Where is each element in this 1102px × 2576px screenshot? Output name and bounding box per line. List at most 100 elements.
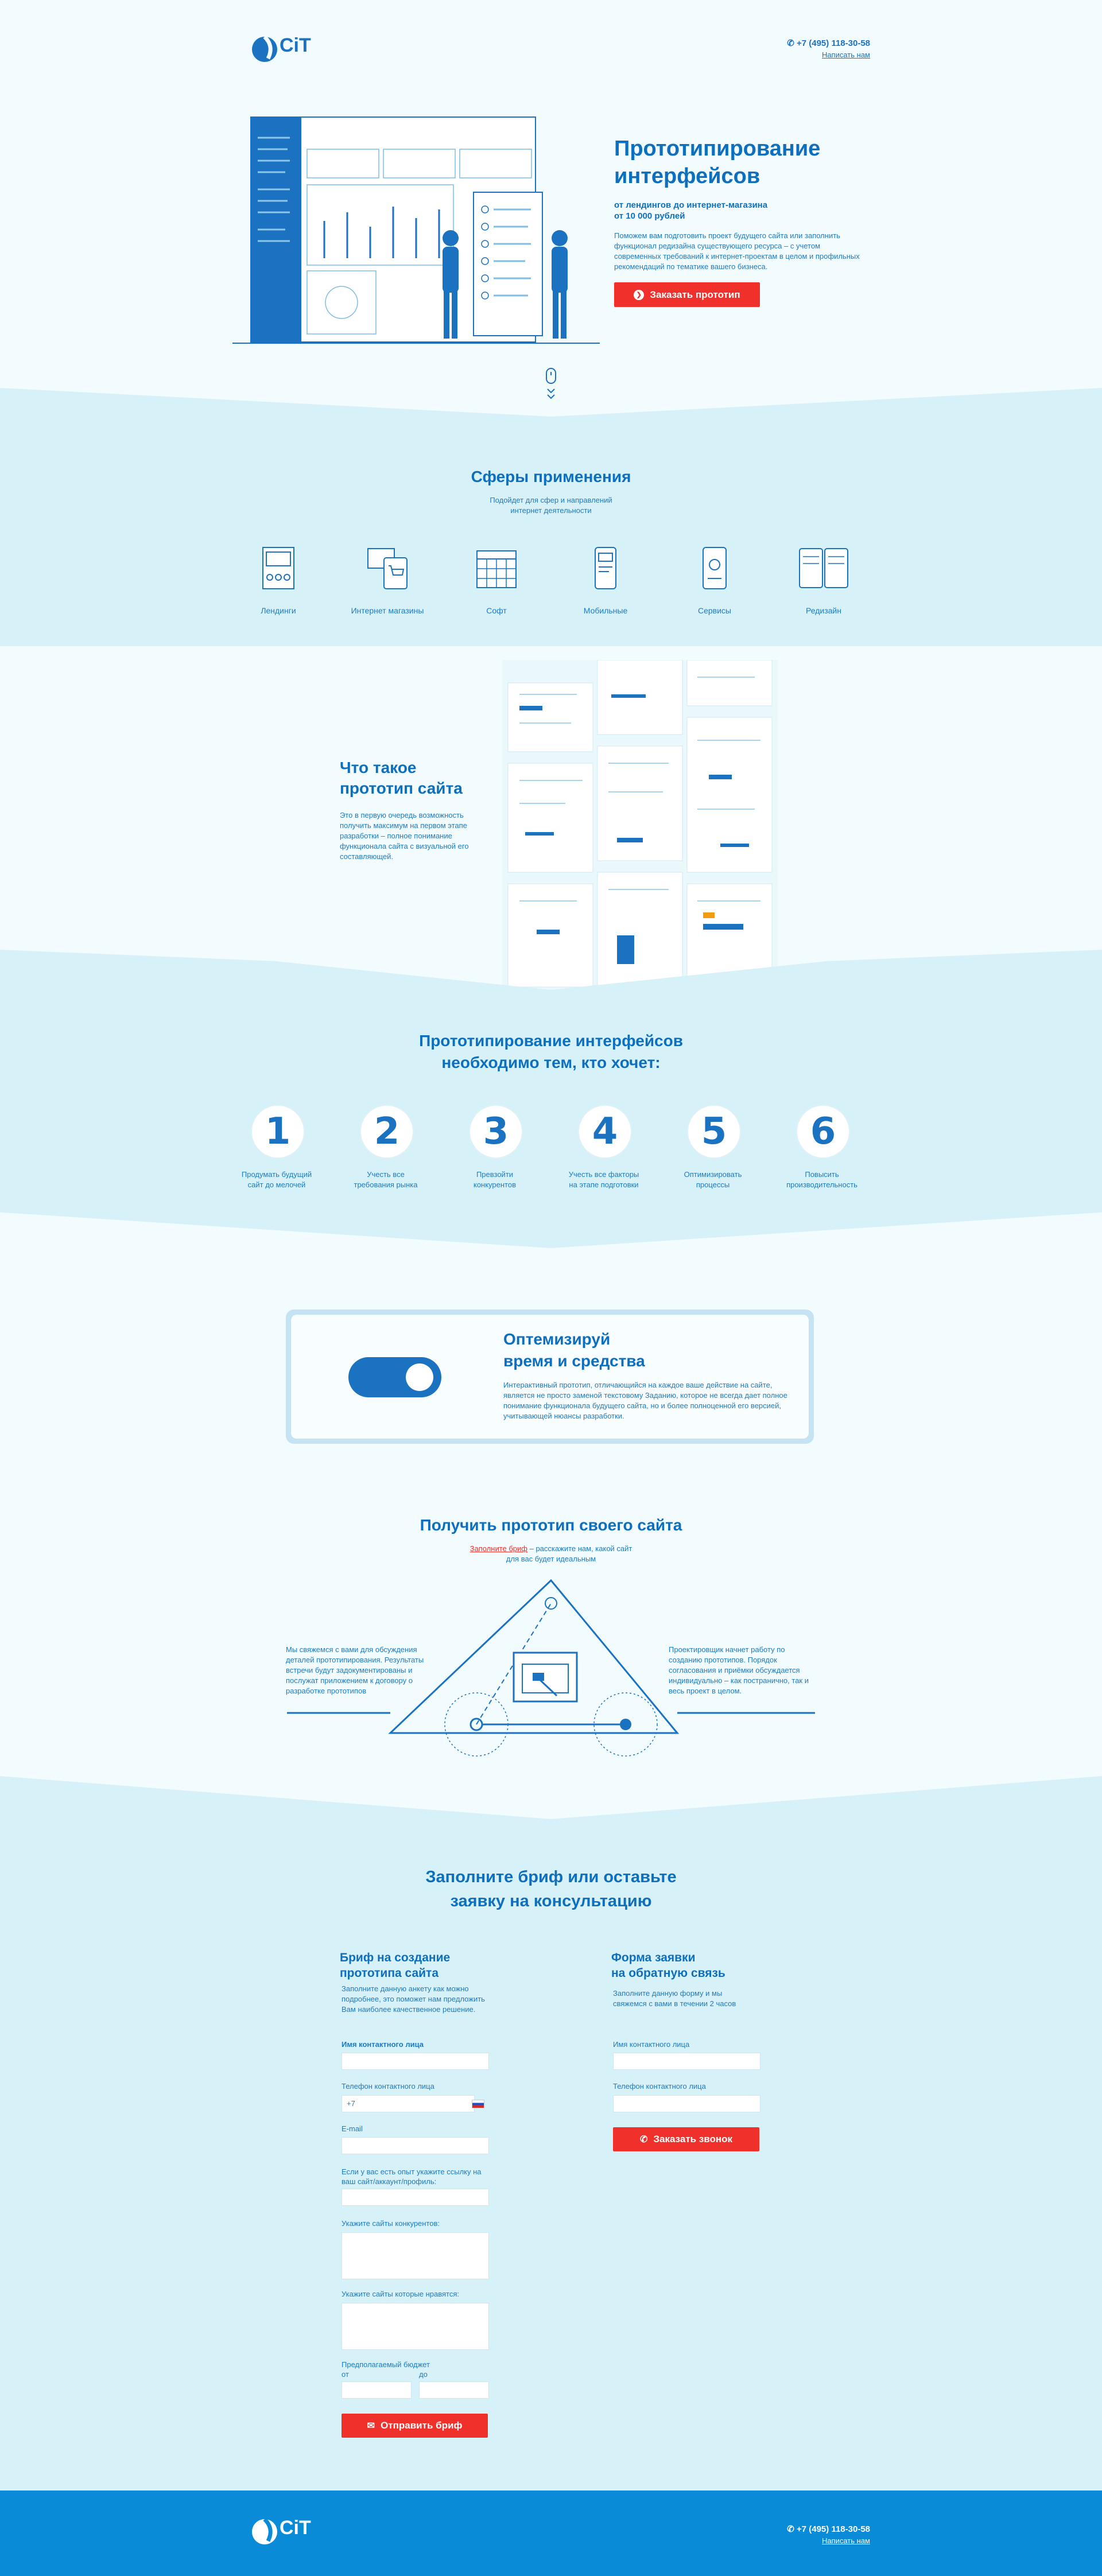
sphere-label: Мобильные — [583, 606, 628, 615]
optimize-title: Оптемизируй время и средства — [503, 1330, 645, 1370]
footer-write-us-link[interactable]: Написать нам — [821, 2536, 870, 2545]
liked-sites-textarea[interactable] — [342, 2303, 489, 2350]
needs-title: Прототипирование интерфейсов необходимо … — [419, 1032, 683, 1071]
toggle-switch[interactable] — [348, 1357, 441, 1397]
need-text: Продумать будущий сайт до мелочей — [241, 1170, 312, 1189]
shop-icon — [367, 548, 408, 589]
name-label: Имя контактного лица — [342, 2040, 424, 2049]
callback-name-input[interactable] — [613, 2053, 760, 2070]
header-phone[interactable]: ✆ +7 (495) 118-30-58 — [787, 38, 870, 48]
what-is-text: Это в первую очередь возможность получит… — [340, 811, 469, 861]
need-text: Повысить производительность — [786, 1170, 857, 1189]
need-number: 3 — [469, 1105, 523, 1159]
phone-icon: ✆ — [787, 38, 797, 48]
footer-phone[interactable]: ✆ +7 (495) 118-30-58 — [787, 2524, 870, 2534]
liked-label: Укажите сайты которые нравятся: — [342, 2290, 460, 2298]
callback-desc: Заполните данную форму и мы свяжемся с в… — [613, 1989, 736, 2008]
logo-icon — [252, 2517, 277, 2544]
hero-subtitle: от лендингов до интернет-магазина от 10 … — [614, 200, 768, 221]
landing-icon — [262, 547, 294, 589]
process-left-text: Мы свяжемся с вами для обсуждения детале… — [286, 1645, 424, 1695]
need-number: 4 — [578, 1105, 632, 1159]
order-call-button[interactable]: ✆ Заказать звонок — [613, 2127, 759, 2151]
budget-label: Предполагаемый бюджет — [342, 2360, 430, 2369]
brief-name-input[interactable] — [342, 2053, 489, 2070]
email-label: E-mail — [342, 2124, 363, 2133]
callback-phone-label: Телефон контактного лица — [613, 2082, 706, 2091]
brief-phone-input[interactable]: +7 — [342, 2095, 475, 2112]
sphere-label: Лендинги — [261, 606, 296, 615]
phone-icon: ✆ — [787, 2524, 797, 2534]
fill-brief-link[interactable]: Заполните бриф — [469, 1544, 527, 1553]
need-number: 5 — [687, 1105, 741, 1159]
sphere-item-redesign[interactable]: Редизайн — [778, 545, 870, 620]
logo-text: CiT — [280, 34, 311, 56]
callback-name-label: Имя контактного лица — [613, 2040, 690, 2049]
brief-desc: Заполните данную анкету как можно подроб… — [342, 1984, 485, 2014]
send-brief-button[interactable]: ✉ Отправить бриф — [342, 2414, 488, 2438]
competitors-label: Укажите сайты конкурентов: — [342, 2219, 440, 2228]
need-text: Учесть все факторы на этапе подготовки — [568, 1170, 639, 1189]
brief-link-input[interactable] — [342, 2189, 489, 2206]
budget-from-label: от — [342, 2370, 349, 2379]
spheres-subtitle: Подойдет для сфер и направлений интернет… — [490, 496, 612, 515]
hero-description: Поможем вам подготовить проект будущего … — [614, 231, 860, 271]
need-text: Учесть все требования рынка — [354, 1170, 418, 1189]
need-number: 1 — [251, 1105, 305, 1159]
arrow-circle-icon: ❯ — [634, 289, 645, 300]
sphere-item-shop[interactable]: Интернет магазины — [342, 545, 433, 620]
order-prototype-button[interactable]: ❯ Заказать прототип — [614, 282, 760, 307]
hero-title: Прототипирование интерфейсов — [614, 137, 821, 188]
service-icon — [703, 547, 727, 589]
get-proto-title: Получить прототип своего сайта — [420, 1516, 682, 1534]
process-diagram — [287, 1572, 815, 1762]
needs-band — [0, 950, 1102, 1248]
scroll-mouse-icon[interactable] — [543, 367, 559, 407]
spheres-band — [0, 388, 1102, 646]
footer: CiT ✆ +7 (495) 118-30-58 Написать нам — [0, 2490, 1102, 2576]
mail-icon: ✉ — [367, 2421, 375, 2431]
callback-phone-input[interactable] — [613, 2095, 760, 2112]
need-text: Оптимизировать процессы — [684, 1170, 742, 1189]
sphere-item-soft[interactable]: Софт — [451, 545, 542, 620]
what-is-title: Что такое прототип сайта — [340, 759, 463, 797]
toggle-knob — [406, 1363, 433, 1391]
sphere-item-service[interactable]: Сервисы — [669, 545, 760, 620]
spheres-title: Сферы применения — [471, 468, 631, 485]
phone-icon: ✆ — [639, 2135, 648, 2144]
mobile-icon — [595, 547, 616, 589]
hero-illustration — [232, 115, 600, 347]
budget-to-label: до — [419, 2370, 428, 2379]
sphere-item-landing[interactable]: Лендинги — [232, 545, 324, 620]
forms-title: Заполните бриф или оставьте заявку на ко… — [425, 1868, 677, 1910]
get-proto-subtitle: Заполните бриф – расскажите нам, какой с… — [469, 1544, 633, 1563]
need-number: 2 — [360, 1105, 414, 1159]
logo[interactable]: CiT — [251, 32, 314, 64]
write-us-link[interactable]: Написать нам — [821, 50, 870, 59]
phone-label: Телефон контактного лица — [342, 2082, 434, 2091]
calendar-icon — [476, 550, 517, 588]
redesign-icon — [799, 548, 848, 588]
logo-icon — [252, 35, 277, 62]
logo-text: CiT — [280, 2517, 311, 2539]
optimize-text: Интерактивный прототип, отличающийся на … — [503, 1381, 787, 1420]
process-right-text: Проектировщик начнет работу по созданию … — [669, 1645, 809, 1695]
budget-to-input[interactable] — [419, 2381, 489, 2399]
sphere-label: Софт — [486, 606, 507, 615]
prototype-collage — [502, 659, 778, 993]
need-number: 6 — [796, 1105, 850, 1159]
forms-band — [0, 1776, 1102, 2490]
link-label: Если у вас есть опыт укажите ссылку на в… — [342, 2167, 482, 2186]
sphere-label: Редизайн — [806, 606, 841, 615]
brief-email-input[interactable] — [342, 2137, 489, 2154]
optimize-card — [286, 1310, 814, 1444]
sphere-item-mobile[interactable]: Мобильные — [560, 545, 651, 620]
need-text: Превзойти конкурентов — [473, 1170, 516, 1189]
russia-flag-icon[interactable] — [472, 2100, 484, 2108]
footer-logo[interactable]: CiT — [251, 2515, 314, 2547]
competitors-textarea[interactable] — [342, 2232, 489, 2279]
sphere-label: Сервисы — [697, 606, 731, 615]
budget-from-input[interactable] — [342, 2381, 412, 2399]
callback-title: Форма заявки на обратную связь — [611, 1951, 725, 1980]
brief-title: Бриф на создание прототипа сайта — [340, 1951, 451, 1980]
